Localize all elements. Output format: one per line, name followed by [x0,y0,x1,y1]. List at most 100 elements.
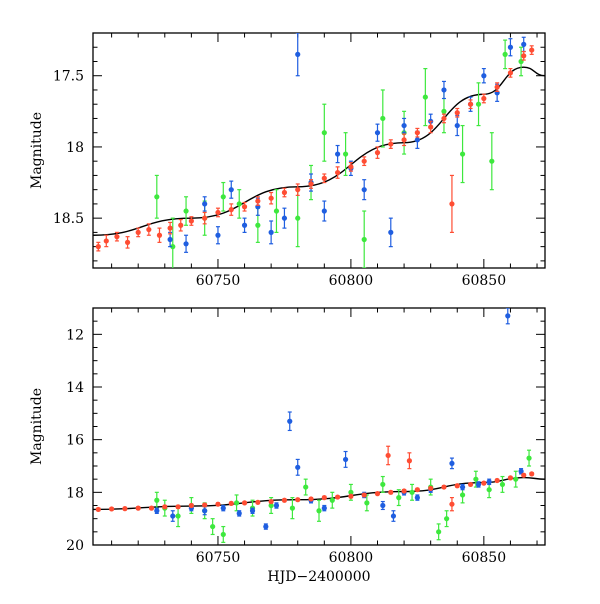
data-point [335,169,341,176]
data-point [321,130,327,136]
data-series [154,39,524,268]
data-point [308,496,314,502]
data-point [241,500,248,506]
data-point [348,164,354,170]
data-point [114,234,120,240]
data-point [374,130,381,136]
y-tick-label: 20 [66,538,84,554]
data-point [220,194,226,200]
data-point [494,84,500,90]
y-axis-label: Magnitude [29,112,45,189]
data-point [401,122,407,129]
data-point [414,130,420,136]
data-point [401,488,407,494]
data-point [342,151,349,157]
data-point [335,151,341,157]
data-point [289,505,296,511]
data-point [268,195,274,201]
data-point [255,222,261,228]
data-point [321,505,327,511]
data-series [95,45,535,252]
data-point [329,497,335,503]
data-point [103,238,109,244]
data-point [295,215,301,221]
data-point [109,506,115,512]
data-point [188,502,194,509]
data-series [95,445,535,513]
data-point [486,479,492,485]
data-point [348,493,354,499]
data-point [167,236,173,243]
data-point [228,500,234,506]
data-point [441,87,447,93]
data-point [422,94,428,100]
y-tick-label: 18 [66,485,84,501]
data-point [454,483,460,489]
data-point [162,504,168,510]
data-point [241,204,248,210]
data-point [215,209,221,216]
data-point [513,476,519,482]
data-point [295,187,301,193]
data-point [342,456,349,463]
data-point [441,108,447,114]
data-point [202,201,208,207]
data-point [473,476,479,482]
data-point [154,194,160,200]
data-point [507,475,514,481]
data-point [348,489,354,495]
data-point [481,73,487,79]
data-point [273,208,280,214]
data-point [364,500,370,506]
y-tick-label: 18.5 [53,211,84,227]
data-point [236,510,242,516]
x-tick-label: 60850 [462,550,507,566]
x-axis-label: HJD−2400000 [267,569,370,585]
data-point [215,232,221,238]
data-point [380,115,386,122]
data-point [303,484,309,490]
data-point [135,229,141,235]
data-point [449,460,455,466]
data-point [481,480,487,486]
y-axis-label: Magnitude [29,388,45,465]
data-point [475,101,482,107]
data-point [281,215,288,221]
data-point [249,508,256,514]
data-point [178,222,184,228]
data-point [281,189,288,196]
data-point [467,101,474,107]
data-point [321,175,327,181]
model-curve [93,66,545,236]
data-point [449,201,455,207]
data-point [202,502,208,508]
data-point [215,501,221,507]
data-point [507,44,514,50]
data-point [454,110,460,116]
data-point [388,489,394,495]
data-point [526,455,532,461]
data-point [529,471,535,477]
y-tick-label: 14 [66,380,84,396]
data-point [414,137,420,143]
data-layer [93,308,545,543]
data-point [228,207,234,213]
data-point [441,115,447,122]
data-point [529,47,535,53]
data-point [255,499,261,505]
data-point [380,502,386,509]
data-point [505,313,511,319]
data-point [148,505,155,511]
data-point [414,487,420,493]
data-point [401,137,407,143]
data-point [335,494,341,500]
data-point [361,236,367,243]
data-point [273,502,280,509]
top-panel: 60750 60800 60850 17.5 18 18.5 Magnitude [29,32,546,289]
data-point [428,124,434,130]
data-point [183,241,189,247]
x-tick-label: 60750 [196,273,241,289]
data-point [409,489,415,495]
